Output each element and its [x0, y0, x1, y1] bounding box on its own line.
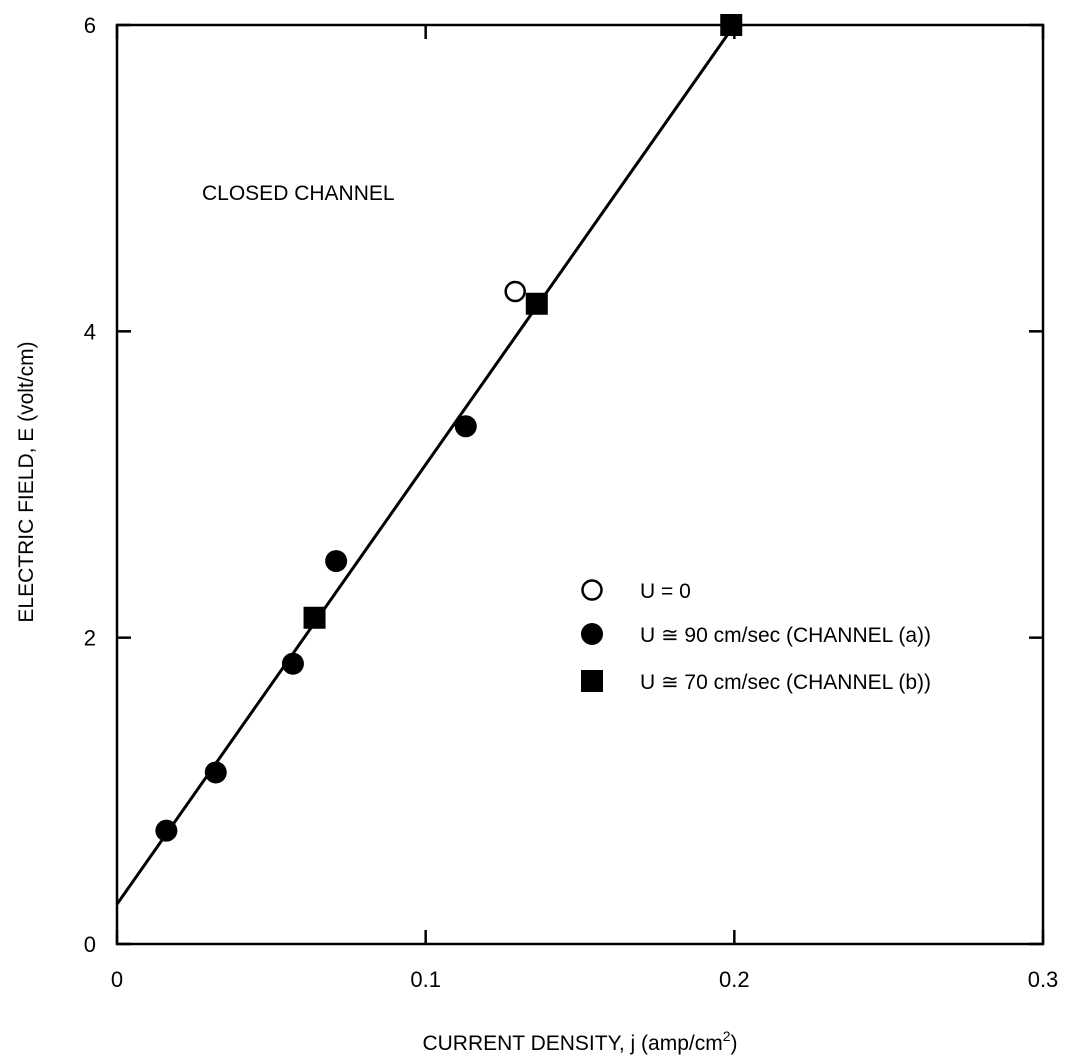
legend-label: U ≅ 90 cm/sec (CHANNEL (a)) [640, 624, 931, 647]
data-point-filled-square [303, 606, 326, 629]
data-point-filled-square [720, 14, 743, 36]
x-tick-label: 0.2 [719, 967, 750, 992]
x-tick-label: 0 [111, 967, 123, 992]
x-tick-label: 0.1 [410, 967, 441, 992]
fit-line-group [115, 24, 736, 906]
x-axis-title: CURRENT DENSITY, j (amp/cm2) [422, 1028, 737, 1055]
data-point-open-circle [504, 280, 526, 303]
chart-annotation: CLOSED CHANNEL [202, 182, 395, 205]
legend-marker [581, 623, 603, 645]
legend-marker [581, 670, 603, 692]
y-tick-label: 6 [84, 13, 96, 38]
y-axis-title: ELECTRIC FIELD, E (volt/cm) [15, 341, 38, 622]
legend: U = 0 U ≅ 90 cm/sec (CHANNEL (a)) U ≅ 70 c… [581, 579, 931, 694]
data-point-filled-circle [325, 550, 348, 573]
axis-tick-labels: 0 0.1 0.2 0.3 0 2 4 6 [84, 13, 1059, 992]
plot-border [115, 23, 1045, 946]
legend-label: U = 0 [640, 580, 691, 603]
data-point-filled-circle [281, 652, 304, 675]
data-point-filled-circle [204, 761, 227, 784]
data-point-filled-circle [454, 415, 477, 438]
y-tick-label: 4 [84, 319, 96, 344]
legend-label: U ≅ 70 cm/sec (CHANNEL (b)) [640, 671, 931, 694]
y-tick-label: 2 [84, 626, 96, 651]
plot-frame [115, 23, 1045, 946]
fit-line [115, 24, 736, 906]
data-point-filled-circle [155, 819, 178, 842]
data-points [155, 14, 743, 842]
y-tick-label: 0 [84, 932, 96, 957]
axis-ticks [115, 23, 1045, 946]
legend-marker [581, 579, 603, 601]
data-point-filled-square [525, 292, 548, 315]
x-tick-label: 0.3 [1028, 967, 1059, 992]
